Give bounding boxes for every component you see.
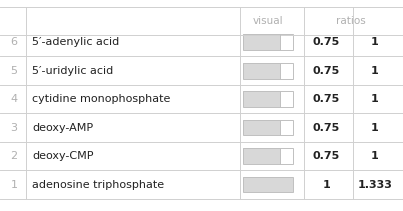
Text: 3: 3 [10,123,18,133]
Text: deoxy-AMP: deoxy-AMP [32,123,93,133]
Text: 1.333: 1.333 [357,180,392,190]
Text: 2: 2 [10,151,18,161]
Text: 0.75: 0.75 [313,94,340,104]
Bar [243,63,293,78]
Text: 5: 5 [10,66,18,76]
Bar [243,177,293,192]
Text: 1: 1 [371,37,379,47]
Text: 5′-adenylic acid: 5′-adenylic acid [32,37,120,47]
Text: 0.75: 0.75 [313,123,340,133]
Text: deoxy-CMP: deoxy-CMP [32,151,94,161]
Text: cytidine monophosphate: cytidine monophosphate [32,94,170,104]
Text: 1: 1 [371,123,379,133]
Text: adenosine triphosphate: adenosine triphosphate [32,180,164,190]
Bar [243,91,280,107]
Bar [243,177,293,192]
Text: 1: 1 [10,180,18,190]
Text: 0.75: 0.75 [313,37,340,47]
Text: 4: 4 [10,94,18,104]
Text: 1: 1 [322,180,330,190]
Text: visual: visual [253,16,283,26]
Text: 0.75: 0.75 [313,66,340,76]
Text: 1: 1 [371,151,379,161]
Bar [243,148,293,164]
Text: 6: 6 [10,37,18,47]
Bar [243,63,280,78]
Bar [243,34,293,50]
Text: ratios: ratios [336,16,366,26]
Bar [243,34,280,50]
Bar [243,120,280,135]
Text: 5′-uridylic acid: 5′-uridylic acid [32,66,114,76]
Text: 1: 1 [371,94,379,104]
Bar [243,148,280,164]
Text: 1: 1 [371,66,379,76]
Bar [243,91,293,107]
Bar [243,120,293,135]
Text: 0.75: 0.75 [313,151,340,161]
